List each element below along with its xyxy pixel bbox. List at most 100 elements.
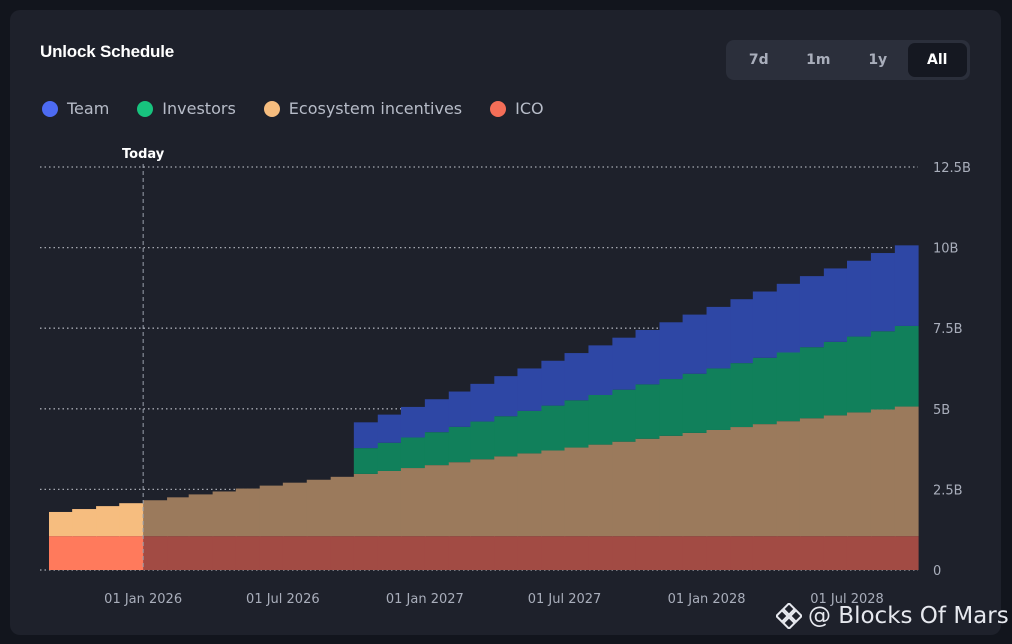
area-step-team-34 [846,260,872,337]
y-tick-label-2: 7.5B [933,322,963,337]
area-step-investors-34 [846,336,872,413]
area-step-ecosystem-incentives-26 [659,435,684,537]
area-step-team-22 [564,353,590,401]
area-step-ecosystem-incentives-7 [212,491,237,537]
area-step-ecosystem-incentives-30 [752,424,778,537]
area-step-ico-15 [400,536,426,570]
area-step-ecosystem-incentives-12 [330,476,355,537]
area-step-ico-18 [470,536,495,570]
area-step-investors-17 [448,426,471,463]
legend-item-investors[interactable]: Investors [137,99,236,118]
area-step-ecosystem-incentives-6 [188,494,214,537]
area-step-investors-18 [470,421,495,460]
area-step-ico-0 [49,536,73,570]
area-step-ecosystem-incentives-34 [846,412,872,537]
legend-label-ico: ICO [515,99,544,118]
y-tick-label-5: 0 [933,564,941,579]
area-step-investors-30 [752,357,778,425]
chart-legend: Team Investors Ecosystem incentives ICO [42,99,572,118]
area-step-ico-22 [564,536,590,570]
area-step-ico-3 [119,536,144,570]
area-step-investors-14 [377,442,402,471]
area-step-investors-19 [494,416,519,457]
area-step-ico-24 [612,536,637,570]
x-tick-label-1: 01 Jul 2026 [246,592,320,607]
area-step-team-20 [517,368,542,411]
area-step-ecosystem-incentives-36 [894,406,919,537]
area-step-investors-20 [517,410,542,454]
area-step-team-30 [752,291,778,358]
legend-item-ecosystem[interactable]: Ecosystem incentives [263,99,463,118]
area-step-ecosystem-incentives-14 [377,470,402,537]
area-step-ecosystem-incentives-1 [72,509,97,537]
area-step-team-32 [799,276,825,348]
area-step-investors-26 [659,379,684,436]
area-step-team-29 [730,299,754,364]
area-step-ecosystem-incentives-3 [119,503,144,537]
area-step-team-19 [494,376,519,417]
area-step-ico-7 [212,536,237,570]
area-step-ecosystem-incentives-33 [823,415,848,537]
area-step-investors-35 [870,331,896,410]
watermark: @ Blocks Of Mars [776,603,1009,629]
area-step-ecosystem-incentives-18 [470,459,495,537]
today-label: Today [122,147,165,162]
chart-title: Unlock Schedule [40,42,174,61]
area-step-ico-36 [894,536,919,570]
area-step-ico-19 [494,536,519,570]
area-step-team-31 [776,283,801,353]
area-step-ico-30 [752,536,778,570]
area-step-ecosystem-incentives-23 [588,444,613,537]
area-step-investors-25 [635,384,661,439]
range-1y-button[interactable]: 1y [868,52,888,68]
area-step-ecosystem-incentives-35 [870,409,896,537]
area-step-ecosystem-incentives-17 [448,462,471,537]
area-step-investors-24 [612,389,637,442]
range-7d-button[interactable]: 7d [748,52,769,68]
range-1m-button[interactable]: 1m [806,52,831,68]
area-step-team-27 [682,314,708,374]
area-step-ico-23 [588,536,613,570]
area-step-team-13 [353,422,379,449]
x-tick-label-5: 01 Jul 2028 [810,592,884,607]
y-tick-label-0: 12.5B [933,161,971,176]
area-step-ico-8 [235,536,261,570]
legend-item-ico[interactable]: ICO [490,99,544,118]
y-tick-label-3: 5B [933,403,950,418]
area-step-ico-16 [424,536,450,570]
area-step-ico-1 [72,536,97,570]
area-step-ico-5 [167,536,190,570]
area-step-ecosystem-incentives-10 [282,482,308,537]
area-step-ico-29 [730,536,754,570]
area-step-ecosystem-incentives-5 [167,497,190,537]
legend-label-ecosystem: Ecosystem incentives [288,99,463,118]
watermark-text: @ Blocks Of Mars [808,603,1009,629]
area-step-ecosystem-incentives-19 [494,456,519,537]
legend-item-team[interactable]: Team [42,99,109,118]
area-step-ico-12 [330,536,355,570]
area-step-investors-32 [799,347,825,419]
area-step-ecosystem-incentives-27 [682,432,708,537]
area-step-ico-26 [659,536,684,570]
area-step-ico-25 [635,536,661,570]
area-step-team-25 [635,329,661,385]
area-step-ecosystem-incentives-4 [143,500,168,537]
area-step-ecosystem-incentives-9 [259,485,284,537]
legend-dot-ecosystem [263,100,280,117]
y-tick-label-4: 2.5B [933,483,963,498]
area-step-investors-29 [730,363,754,428]
area-step-team-14 [377,414,402,443]
range-all-button[interactable]: All [907,43,967,77]
area-step-investors-23 [588,394,613,445]
area-step-ecosystem-incentives-8 [235,488,261,537]
area-step-team-36 [894,245,919,326]
area-step-ico-34 [846,536,872,570]
area-step-ico-27 [682,536,708,570]
area-step-ico-10 [282,536,308,570]
area-step-ecosystem-incentives-13 [353,473,379,537]
x-tick-label-4: 01 Jan 2028 [668,592,746,607]
area-step-ico-11 [306,536,332,570]
area-step-ico-2 [96,536,120,570]
time-range-selector: 7d 1m 1y All [726,40,970,80]
